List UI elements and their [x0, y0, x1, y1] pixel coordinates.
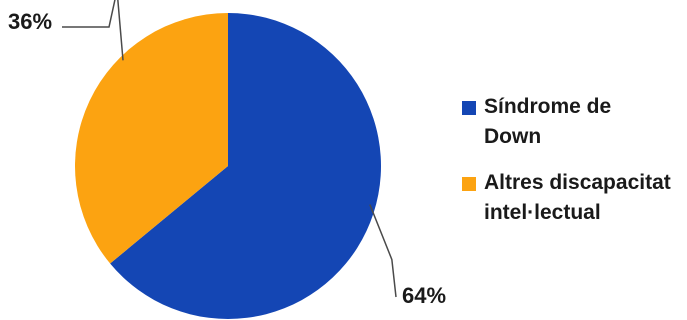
- pie-slice-down: [110, 13, 381, 320]
- leader-line-other: [62, 0, 124, 61]
- data-label-down: 64%: [402, 283, 446, 308]
- legend-label-down-line2: Down: [484, 125, 542, 148]
- legend-label-down-line1: Síndrome de: [484, 95, 612, 118]
- legend-swatch-down: [462, 101, 476, 115]
- leader-line-down: [369, 204, 397, 298]
- legend-label-other-line1: Altres discapacitat: [484, 171, 671, 194]
- data-label-other: 36%: [8, 9, 52, 34]
- legend-label-other-line2: intel·lectual: [484, 201, 601, 224]
- legend-swatch-other: [462, 177, 476, 191]
- legend-item-down: Síndrome de Down: [462, 92, 682, 152]
- legend-item-other: Altres discapacitat intel·lectual: [462, 168, 682, 228]
- pie-slice-other: [75, 13, 228, 264]
- legend: Síndrome de Down Altres discapacitat int…: [462, 92, 682, 244]
- pie-slices: [75, 13, 381, 320]
